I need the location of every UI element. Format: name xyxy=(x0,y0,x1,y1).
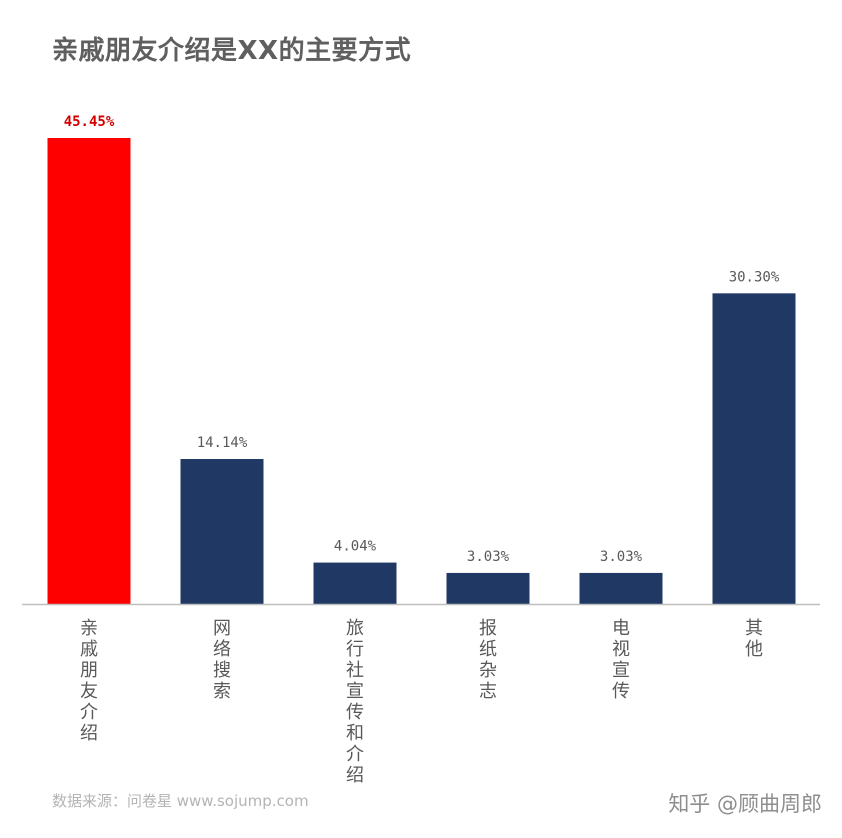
data-label-2: 4.04% xyxy=(334,539,377,555)
category-label-0: 亲戚朋友介绍 xyxy=(80,618,98,744)
category-label-1: 网络搜索 xyxy=(213,618,231,702)
bar-0 xyxy=(47,138,131,604)
data-label-4: 3.03% xyxy=(600,549,643,565)
data-label-1: 14.14% xyxy=(197,435,248,451)
data-label-3: 3.03% xyxy=(467,549,510,565)
category-label-3: 报纸杂志 xyxy=(479,618,497,702)
bar-4 xyxy=(579,572,663,604)
data-label-5: 30.30% xyxy=(729,269,780,285)
data-label-0: 45.45% xyxy=(64,114,115,130)
bar-2 xyxy=(313,562,397,604)
bar-1 xyxy=(180,459,264,604)
category-label-4: 电视宣传 xyxy=(612,618,630,702)
bar-3 xyxy=(446,572,530,604)
data-source: 数据来源：问卷星 www.sojump.com xyxy=(52,792,309,810)
bar-5 xyxy=(712,293,796,604)
watermark: 知乎 @顾曲周郎 xyxy=(668,792,822,816)
category-label-5: 其他 xyxy=(745,618,763,660)
chart-title: 亲戚朋友介绍是XX的主要方式 xyxy=(52,36,412,66)
category-label-2: 旅行社宣传和介绍 xyxy=(346,618,364,786)
